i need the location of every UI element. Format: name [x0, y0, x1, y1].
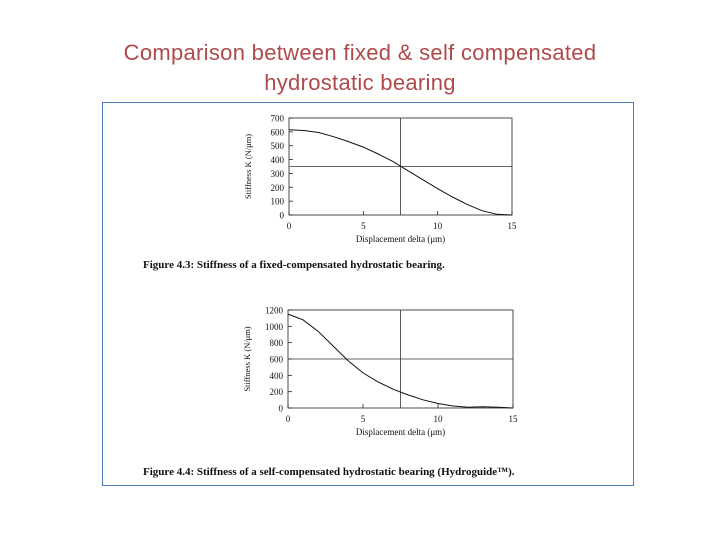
chart-1-x-tick-label: 15: [508, 221, 518, 231]
chart-1-x-tick-label: 5: [361, 221, 366, 231]
chart-1-y-tick-label: 200: [271, 183, 285, 193]
chart-1-y-tick-label: 100: [271, 197, 285, 207]
figure-4-3-caption: Figure 4.3: Stiffness of a fixed-compens…: [143, 259, 445, 271]
chart-1-y-tick-label: 400: [271, 155, 285, 165]
figure-4-4-caption: Figure 4.4: Stiffness of a self-compensa…: [143, 466, 515, 478]
chart-1-y-axis-label: Stiffness K (N/μm): [243, 134, 253, 199]
chart-2-y-tick-label: 600: [270, 355, 284, 365]
chart-2-y-tick-label: 0: [279, 404, 284, 414]
chart-2-y-tick-label: 1200: [265, 306, 284, 316]
chart-1-group: 0 100 200 300 400 500 600 700 0 5 10 15 Displacement…: [243, 114, 517, 245]
chart-1-x-tick-label: 0: [287, 221, 292, 231]
chart-1-y-tick-label: 600: [271, 127, 285, 137]
chart-2-x-tick-label: 5: [361, 414, 366, 424]
chart-1-y-tick-label: 300: [271, 169, 285, 179]
slide-title: Comparison between fixed & self compensa…: [40, 38, 680, 98]
slide-title-line-2: hydrostatic bearing: [264, 70, 456, 95]
chart-2-stiffness-curve-1: [287, 313, 514, 409]
chart-2-group: 0 200 400 600 800 1000 1200 0 5 10 15 Displacement …: [242, 306, 518, 438]
chart-1-y-tick-label: 500: [271, 141, 285, 151]
slide-title-line-1: Comparison between fixed & self compensa…: [123, 40, 597, 65]
chart-2-y-tick-label: 800: [270, 338, 284, 348]
chart-1-y-tick-label: 700: [271, 114, 285, 124]
chart-1-stiffness-curve-1: [288, 129, 513, 216]
chart-2-y-tick-label: 400: [270, 371, 284, 381]
chart-2-x-tick-label: 15: [509, 414, 519, 424]
chart-1-x-tick-label: 10: [433, 221, 443, 231]
figure-frame: 0 100 200 300 400 500 600 700 0 5 10 15 Displacement…: [102, 102, 634, 486]
chart-2-y-axis-label: Stiffness K (N/μm): [242, 326, 252, 391]
chart-2-x-axis-label: Displacement delta (μm): [356, 427, 445, 437]
chart-2-y-tick-label: 1000: [265, 322, 284, 332]
chart-2-y-tick-label: 200: [270, 387, 284, 397]
chart-1-y-tick-label: 0: [280, 211, 285, 221]
chart-2-x-tick-label: 0: [286, 414, 291, 424]
chart-2-x-tick-label: 10: [434, 414, 444, 424]
chart-1-x-axis-label: Displacement delta (μm): [356, 234, 445, 244]
